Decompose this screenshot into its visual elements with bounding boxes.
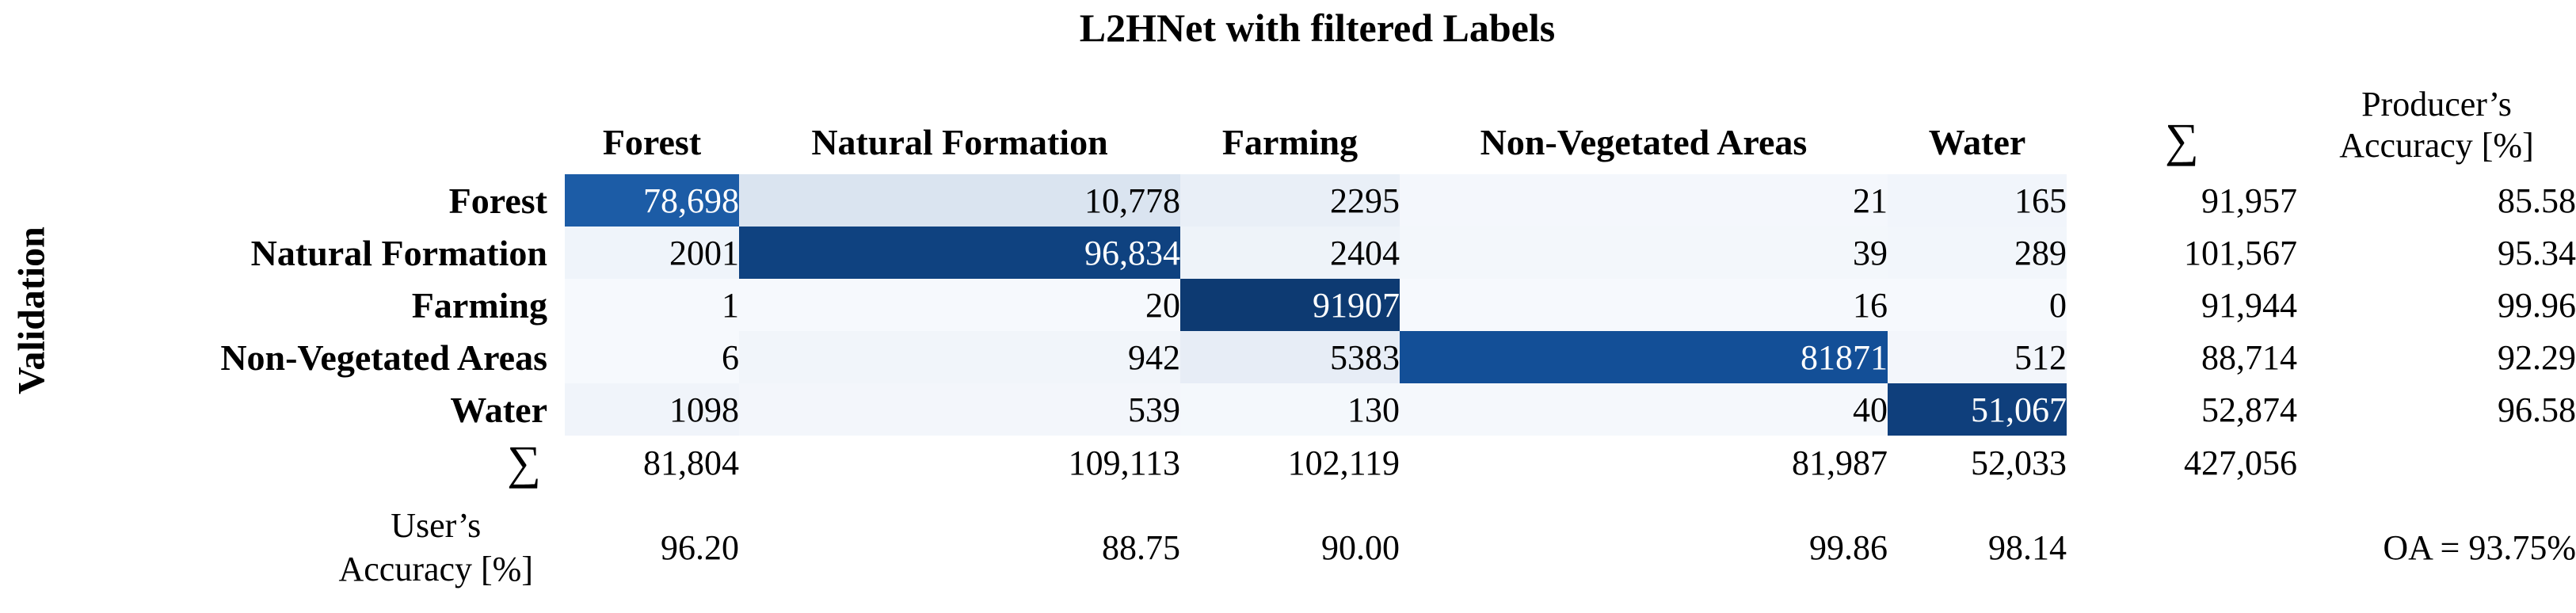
matrix-cell: 91907: [1180, 279, 1400, 331]
users-accuracy-value: 98.14: [1988, 527, 2067, 567]
matrix-row-farming: Farming 1 20 91907 16 0 91,944 99.96: [0, 279, 2576, 331]
matrix-cell: 78,698: [565, 174, 739, 227]
producers-accuracy-value: 96.58: [2498, 390, 2576, 429]
matrix-cell: 165: [1888, 174, 2067, 227]
matrix-cell: 40: [1400, 383, 1888, 436]
matrix-cell: 96,834: [739, 227, 1180, 279]
row-label-users-accuracy: User’s Accuracy [%]: [0, 490, 565, 604]
matrix-cell: 6: [565, 331, 739, 383]
users-accuracy-header-line1: User’s: [391, 506, 482, 545]
matrix-cell: 2404: [1180, 227, 1400, 279]
empty-cell: [2067, 490, 2297, 604]
producers-accuracy-value: 85.58: [2498, 181, 2576, 220]
matrix-cell: 1098: [565, 383, 739, 436]
users-accuracy-header-line2: Accuracy [%]: [338, 550, 533, 588]
row-sum: 91,957: [2201, 181, 2297, 220]
producers-accuracy-header-line1: Producer’s: [2361, 85, 2512, 124]
overall-accuracy-value: OA = 93.75%: [2383, 527, 2576, 567]
users-accuracy-value: 96.20: [661, 527, 739, 567]
matrix-cell: 2295: [1180, 174, 1400, 227]
col-header-water: Water: [1928, 122, 2026, 162]
row-sum: 88,714: [2201, 337, 2297, 377]
column-sum: 81,804: [643, 444, 739, 482]
users-accuracy-row: User’s Accuracy [%] 96.20 88.75 90.00 99…: [0, 490, 2576, 604]
row-label-natural-formation: Natural Formation: [250, 232, 547, 273]
row-sum: 101,567: [2184, 233, 2297, 272]
users-accuracy-value: 99.86: [1809, 527, 1888, 567]
producers-accuracy-value: 92.29: [2498, 337, 2576, 377]
col-header-sum: ∑: [2165, 114, 2199, 166]
matrix-cell: 2001: [565, 227, 739, 279]
matrix-cell: 942: [739, 331, 1180, 383]
matrix-cell: 512: [1888, 331, 2067, 383]
matrix-cell: 10,778: [739, 174, 1180, 227]
matrix-row-forest: Forest 78,698 10,778 2295 21 165 91,957 …: [0, 174, 2576, 227]
confusion-matrix-table: Forest Natural Formation Farming Non-Veg…: [0, 49, 2576, 604]
column-sum: 102,119: [1287, 444, 1400, 482]
column-sum: 109,113: [1068, 444, 1180, 482]
producers-accuracy-header-line2: Accuracy [%]: [2339, 126, 2534, 166]
column-sum: 52,033: [1971, 444, 2067, 482]
producers-accuracy-value: 99.96: [2498, 285, 2576, 325]
row-label-farming: Farming: [411, 284, 547, 326]
users-accuracy-value: 88.75: [1102, 527, 1180, 567]
total-sum: 427,056: [2184, 444, 2297, 482]
matrix-cell: 21: [1400, 174, 1888, 227]
matrix-cell: 20: [739, 279, 1180, 331]
figure-title: L2HNet with filtered Labels: [1079, 6, 1556, 50]
row-label-water: Water: [450, 389, 547, 430]
matrix-cell: 289: [1888, 227, 2067, 279]
users-accuracy-value: 90.00: [1321, 527, 1400, 567]
col-header-non-vegetated-areas: Non-Vegetated Areas: [1480, 122, 1808, 162]
matrix-cell: 0: [1888, 279, 2067, 331]
matrix-row-natural-formation: Natural Formation 2001 96,834 2404 39 28…: [0, 227, 2576, 279]
column-sum: 81,987: [1792, 444, 1888, 482]
column-header-row: Forest Natural Formation Farming Non-Veg…: [0, 49, 2576, 174]
producers-accuracy-value: 95.34: [2498, 233, 2576, 272]
matrix-cell: 16: [1400, 279, 1888, 331]
col-header-farming: Farming: [1221, 122, 1358, 162]
empty-cell: [2297, 436, 2576, 490]
row-label-forest: Forest: [448, 180, 547, 221]
matrix-cell: 81871: [1400, 331, 1888, 383]
matrix-cell: 539: [739, 383, 1180, 436]
matrix-row-non-vegetated-areas: Non-Vegetated Areas 6 942 5383 81871 512…: [0, 331, 2576, 383]
row-label-non-vegetated-areas: Non-Vegetated Areas: [220, 337, 547, 378]
row-label-sum: ∑: [507, 436, 541, 489]
column-sum-row: ∑ 81,804 109,113 102,119 81,987 52,033 4…: [0, 436, 2576, 490]
matrix-cell: 39: [1400, 227, 1888, 279]
col-header-forest: Forest: [602, 122, 702, 162]
row-sum: 52,874: [2201, 390, 2297, 429]
corner-spacer: [0, 49, 565, 174]
matrix-cell: 1: [565, 279, 739, 331]
matrix-row-water: Water 1098 539 130 40 51,067 52,874 96.5…: [0, 383, 2576, 436]
col-header-producers-accuracy: Producer’s Accuracy [%]: [2297, 49, 2576, 174]
matrix-cell: 5383: [1180, 331, 1400, 383]
matrix-cell: 130: [1180, 383, 1400, 436]
matrix-cell: 51,067: [1888, 383, 2067, 436]
row-sum: 91,944: [2201, 285, 2297, 325]
col-header-natural-formation: Natural Formation: [811, 122, 1108, 162]
